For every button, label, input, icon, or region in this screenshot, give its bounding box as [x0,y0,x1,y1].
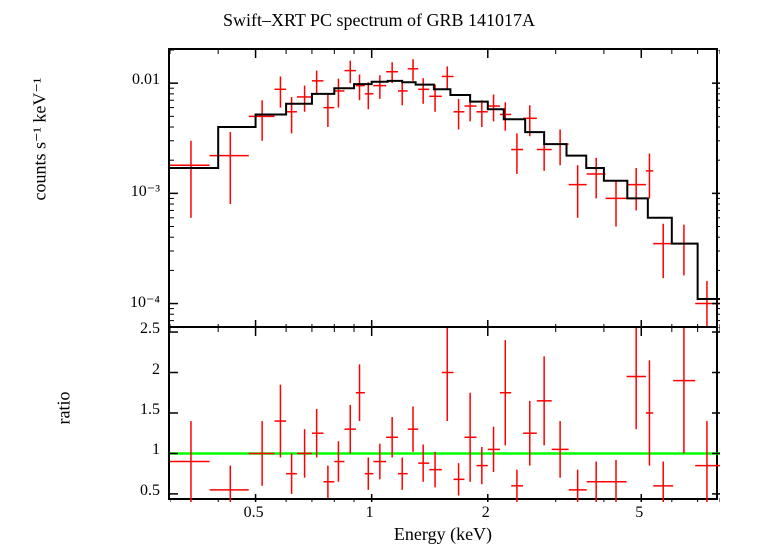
tick-label: 0.5 [140,482,160,500]
tick-label: 1 [366,504,374,522]
tick-label: 2.5 [140,320,160,338]
tick-label: 1 [152,441,160,459]
y-axis-label-top: counts s⁻¹ keV⁻¹ [30,78,51,201]
tick-label: 2 [152,361,160,379]
tick-label: 1.5 [140,401,160,419]
tick-label: 5 [635,504,643,522]
y-axis-label-bottom: ratio [54,392,75,425]
spectrum-panel [168,48,718,326]
tick-label: 2 [482,504,490,522]
spectrum-svg [170,50,720,328]
ratio-panel [168,326,718,500]
chart-title: Swift–XRT PC spectrum of GRB 141017A [0,10,758,31]
tick-label: 0.01 [132,71,160,89]
tick-label: 10⁻³ [131,181,160,201]
ratio-svg [170,328,720,502]
tick-label: 10⁻⁴ [130,292,160,312]
x-axis-label: Energy (keV) [168,524,718,545]
tick-label: 0.5 [244,504,264,522]
